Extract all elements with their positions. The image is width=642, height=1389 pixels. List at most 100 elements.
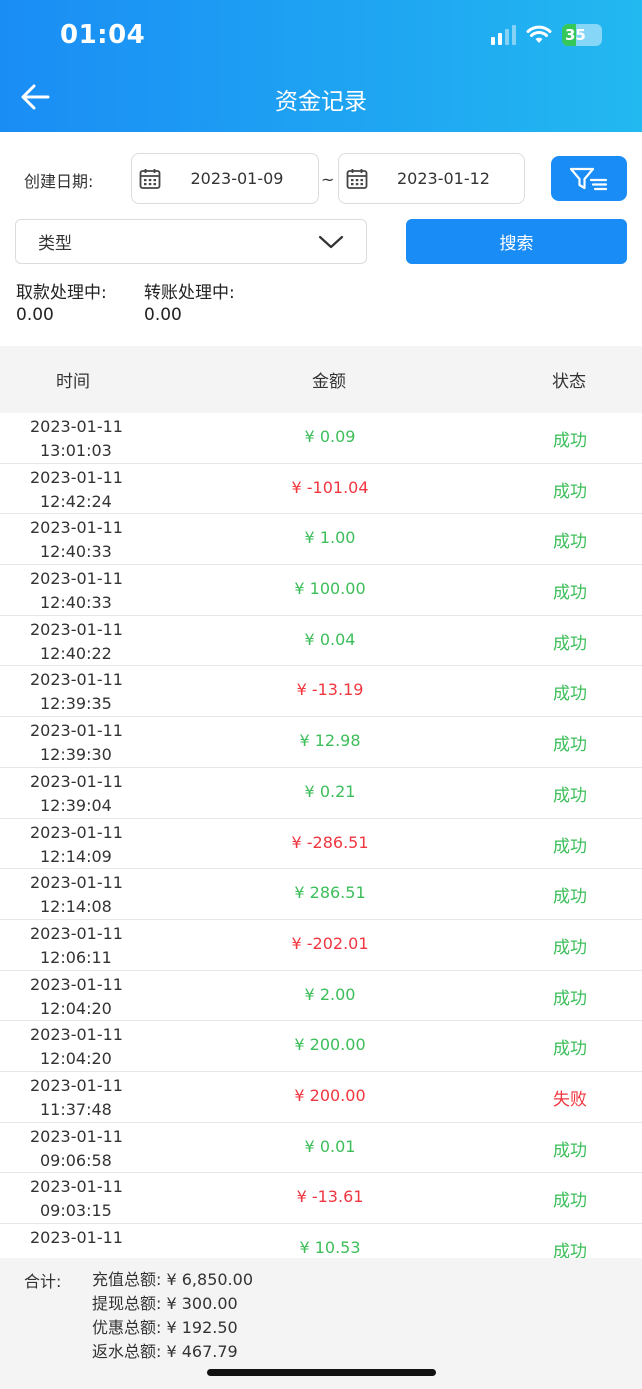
table-row[interactable]: 2023-01-11 09:03:15 ¥ -13.61 成功	[0, 1173, 642, 1224]
record-date: 2023-01-11	[30, 873, 123, 893]
status-time: 01:04	[60, 20, 146, 50]
table-row[interactable]: 2023-01-11 12:39:35 ¥ -13.19 成功	[0, 666, 642, 718]
table-row[interactable]: 2023-01-11 12:06:11 ¥ -202.01 成功	[0, 920, 642, 971]
record-amount: ¥ -202.01	[291, 933, 369, 953]
record-date: 2023-01-11	[30, 417, 123, 436]
table-row[interactable]: 2023-01-11 11:37:48 ¥ 200.00 失败	[0, 1072, 642, 1123]
table-row[interactable]: 2023-01-11 13:01:03 ¥ 0.09 成功	[0, 413, 642, 464]
record-status: 成功	[553, 836, 587, 857]
record-amount: ¥ -286.51	[291, 832, 369, 852]
column-header-time: 时间	[56, 372, 90, 392]
record-datetime: 2023-01-11 12:40:22	[30, 618, 123, 666]
table-row[interactable]: 2023-01-11 12:40:33 ¥ 1.00 成功	[0, 514, 642, 566]
table-row[interactable]: 2023-01-11 12:04:20 ¥ 200.00 成功	[0, 1021, 642, 1072]
record-date: 2023-01-11	[30, 822, 123, 842]
record-datetime: 2023-01-11 13:01:03	[30, 415, 123, 463]
table-row[interactable]: 2023-01-11 09:06:58 ¥ 0.01 成功	[0, 1123, 642, 1174]
record-list[interactable]: 2023-01-11 13:01:03 ¥ 0.09 成功 2023-01-11 12:4…	[0, 413, 642, 1258]
transfer-pending-value: 0.00	[144, 305, 182, 325]
record-date: 2023-01-11	[30, 518, 123, 538]
record-status: 成功	[553, 431, 587, 451]
record-amount: ¥ 200.00	[294, 1085, 366, 1105]
record-amount: ¥ 12.98	[299, 731, 361, 751]
record-status: 成功	[553, 583, 587, 604]
table-row[interactable]: 2023-01-11 12:14:08 ¥ 286.51 成功	[0, 869, 642, 920]
record-time: 12:39:04	[40, 795, 112, 815]
table-row[interactable]: 2023-01-11 12:04:20 ¥ 2.00 成功	[0, 971, 642, 1022]
record-date: 2023-01-11	[30, 619, 123, 639]
record-date: 2023-01-11	[30, 721, 123, 741]
filter-button[interactable]	[551, 156, 627, 201]
record-datetime: 2023-01-11 12:04:20	[30, 973, 123, 1021]
table-row[interactable]: 2023-01-11 12:40:33 ¥ 100.00 成功	[0, 565, 642, 616]
table-row[interactable]: 2023-01-11 12:40:22 ¥ 0.04 成功	[0, 616, 642, 667]
table-row[interactable]: 2023-01-11 12:14:09 ¥ -286.51 成功	[0, 819, 642, 870]
summary-label: 合计:	[24, 1272, 62, 1291]
record-amount: ¥ 0.21	[304, 781, 356, 801]
record-amount: ¥ -13.61	[296, 1187, 364, 1207]
record-status: 成功	[553, 887, 587, 908]
page-title: 资金记录	[275, 89, 367, 115]
table-row[interactable]: 2023-01-11 ¥ 10.53 成功	[0, 1224, 642, 1258]
withdraw-total: 提现总额: ¥ 300.00	[92, 1294, 238, 1313]
column-header-status: 状态	[552, 372, 586, 392]
record-date: 2023-01-11	[30, 1177, 123, 1197]
record-time: 11:37:48	[40, 1099, 112, 1119]
record-status: 成功	[553, 633, 587, 654]
search-button[interactable]: 搜索	[406, 219, 627, 264]
record-date: 2023-01-11	[30, 1126, 123, 1146]
date-separator: ~	[321, 170, 335, 189]
record-datetime: 2023-01-11 12:42:24	[30, 466, 123, 514]
summary-panel: 合计: 充值总额: ¥ 6,850.00 提现总额: ¥ 300.00 优惠总额…	[0, 1258, 642, 1389]
home-indicator[interactable]	[207, 1369, 436, 1376]
record-time: 12:40:22	[40, 643, 112, 663]
record-time: 13:01:03	[40, 441, 112, 460]
record-date: 2023-01-11	[30, 1075, 123, 1095]
record-amount: ¥ -13.19	[296, 680, 364, 700]
table-row[interactable]: 2023-01-11 12:39:30 ¥ 12.98 成功	[0, 717, 642, 768]
record-date: 2023-01-11	[30, 771, 123, 791]
record-status: 成功	[553, 785, 587, 806]
record-datetime: 2023-01-11	[30, 1226, 123, 1250]
record-amount: ¥ 286.51	[294, 883, 366, 903]
record-datetime: 2023-01-11 12:14:09	[30, 821, 123, 869]
record-datetime: 2023-01-11 12:39:04	[30, 770, 123, 818]
record-date: 2023-01-11	[30, 923, 123, 943]
type-select[interactable]: 类型	[15, 219, 367, 264]
table-row[interactable]: 2023-01-11 12:42:24 ¥ -101.04 成功	[0, 464, 642, 515]
record-time: 12:06:11	[40, 947, 112, 967]
end-date-field[interactable]: 2023-01-12	[338, 153, 525, 204]
record-time: 12:40:33	[40, 593, 112, 613]
record-status: 失败	[553, 1089, 587, 1110]
wifi-icon	[526, 25, 552, 43]
recharge-total: 充值总额: ¥ 6,850.00	[92, 1270, 253, 1289]
type-select-label: 类型	[38, 234, 72, 254]
record-datetime: 2023-01-11 12:04:20	[30, 1023, 123, 1071]
record-date: 2023-01-11	[30, 670, 123, 690]
record-time: 12:42:24	[40, 491, 112, 511]
record-amount: ¥ 0.04	[304, 629, 356, 649]
cellular-signal-icon	[491, 25, 516, 45]
record-amount: ¥ -101.04	[291, 477, 369, 497]
start-date-field[interactable]: 2023-01-09	[131, 153, 319, 204]
record-time: 12:39:30	[40, 745, 112, 765]
record-time: 12:04:20	[40, 998, 112, 1018]
record-status: 成功	[553, 1039, 587, 1060]
battery-level: 35	[565, 26, 586, 44]
record-datetime: 2023-01-11 12:39:30	[30, 719, 123, 767]
record-datetime: 2023-01-11 12:14:08	[30, 871, 123, 919]
record-date: 2023-01-11	[30, 569, 123, 589]
record-time: 09:03:15	[40, 1201, 112, 1221]
calendar-icon	[346, 168, 368, 189]
withdraw-pending: 取款处理中: 0.00	[16, 282, 107, 326]
record-amount: ¥ 0.01	[304, 1136, 356, 1156]
withdraw-pending-value: 0.00	[16, 305, 54, 325]
back-arrow-icon[interactable]	[18, 80, 52, 114]
record-time: 12:40:33	[40, 542, 112, 562]
transfer-pending-label: 转账处理中:	[144, 283, 235, 303]
transfer-pending: 转账处理中: 0.00	[144, 282, 235, 326]
date-label: 创建日期:	[24, 172, 94, 191]
table-row[interactable]: 2023-01-11 12:39:04 ¥ 0.21 成功	[0, 768, 642, 819]
calendar-icon	[139, 168, 161, 189]
record-datetime: 2023-01-11 12:40:33	[30, 516, 123, 564]
